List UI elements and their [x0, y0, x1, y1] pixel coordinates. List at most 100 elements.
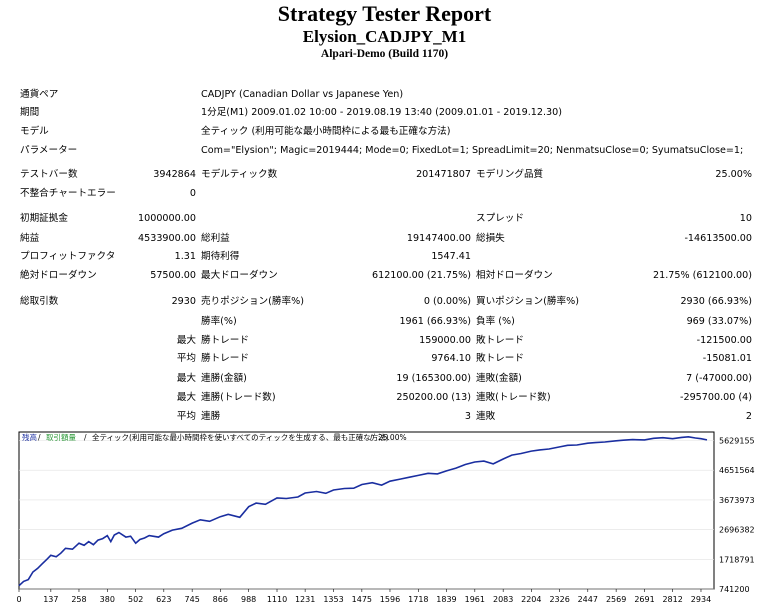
avg-consec-losses-label: 連敗: [476, 411, 496, 422]
symbol-value: CADJPY (Canadian Dollar vs Japanese Yen): [201, 89, 404, 100]
x-tick-label: 1110: [267, 595, 287, 604]
x-tick-label: 2691: [634, 595, 654, 604]
report-subtitle: Elysion_CADJPY_M1: [302, 27, 467, 46]
y-tick-label: 4651564: [719, 466, 755, 475]
largest-win-value: 159000.00: [419, 335, 471, 346]
pf-label: プロフィットファクタ: [20, 251, 116, 262]
legend-separator: /: [84, 433, 87, 442]
period-label: 期間: [20, 107, 40, 118]
legend-model: 全ティック(利用可能な最小時間枠を使いすべてのティックを生成する、最も正確な方法…: [92, 432, 389, 442]
params-label: パラメーター: [20, 145, 78, 156]
y-tick-label: 1718791: [719, 555, 755, 564]
long-label: 買いポジション(勝率%): [476, 296, 579, 307]
x-tick-label: 1596: [380, 595, 400, 604]
bars-label: テストバー数: [20, 169, 78, 180]
x-tick-label: 2083: [493, 595, 513, 604]
x-tick-label: 866: [213, 595, 228, 604]
net-value: 4533900.00: [138, 233, 196, 244]
y-tick-label: 2696382: [719, 526, 755, 535]
avg-consec-losses-value: 2: [745, 411, 752, 422]
deposit-value: 1000000.00: [138, 213, 196, 224]
x-tick-label: 0: [16, 595, 21, 604]
loss-value: 969 (33.07%): [686, 316, 752, 327]
x-tick-label: 1961: [465, 595, 485, 604]
balance-series-line: [18, 435, 708, 587]
max-consec-wins-label: 連勝(金額): [201, 373, 247, 384]
largest-loss-label: 敗トレード: [476, 335, 524, 346]
max-word: 最大: [176, 335, 196, 346]
rel-dd-label: 相対ドローダウン: [476, 270, 553, 281]
y-tick-label: 741200: [719, 585, 750, 594]
chart-frame: [18, 431, 715, 590]
avg-word: 平均: [176, 353, 196, 364]
legend-separator: /: [370, 433, 373, 442]
x-tick-label: 1839: [436, 595, 456, 604]
x-tick-label: 2812: [662, 595, 682, 604]
report-title: Strategy Tester Report: [277, 1, 492, 26]
short-label: 売りポジション(勝率%): [201, 296, 304, 307]
period-value: 1分足(M1) 2009.01.02 10:00 - 2019.08.19 13…: [201, 107, 562, 118]
x-tick-label: 745: [185, 595, 200, 604]
y-axis: 5629155 4651564 3673973 2696382 1718791 74120…: [719, 437, 755, 594]
max-consec-losses-value: 7 (-47000.00): [686, 373, 752, 384]
symbol-label: 通貨ペア: [20, 89, 59, 100]
y-tick-label: 5629155: [719, 437, 755, 446]
ticks-value: 201471807: [416, 169, 471, 180]
y-tick-label: 3673973: [719, 496, 755, 505]
win-value: 1961 (66.93%): [399, 316, 471, 327]
legend-lots: 取引額量: [46, 432, 76, 442]
avg-consec-wins-label: 連勝: [201, 411, 221, 422]
avg-word: 平均: [176, 411, 196, 422]
avg-consec-wins-value: 3: [464, 411, 471, 422]
x-tick-label: 2934: [691, 595, 711, 604]
avg-win-label: 勝トレード: [201, 353, 249, 364]
max-dd-label: 最大ドローダウン: [201, 270, 278, 281]
max-word: 最大: [176, 373, 196, 384]
abs-dd-label: 絶対ドローダウン: [20, 270, 97, 281]
short-value: 0 (0.00%): [423, 296, 471, 307]
params-value: Com="Elysion"; Magic=2019444; Mode=0; Fi…: [201, 145, 744, 156]
max-consec-loss-label: 連敗(トレード数): [476, 392, 551, 403]
expected-value: 1547.41: [431, 251, 471, 262]
avg-loss-label: 敗トレード: [476, 353, 524, 364]
model-label: モデル: [20, 126, 49, 137]
expected-label: 期待利得: [201, 251, 240, 262]
balance-chart: 残高 / 取引額量 / 全ティック(利用可能な最小時間枠を使いすべてのティックを…: [16, 431, 755, 604]
x-tick-label: 137: [43, 595, 58, 604]
gross-loss-value: -14613500.00: [684, 233, 752, 244]
win-label: 勝率(%): [201, 316, 237, 327]
deposit-label: 初期証拠金: [20, 213, 68, 224]
max-consec-profit-value: 250200.00 (13): [396, 392, 471, 403]
legend-quality: 25.00%: [378, 433, 407, 442]
abs-dd-value: 57500.00: [150, 270, 196, 281]
spread-label: スプレッド: [476, 213, 524, 224]
largest-loss-value: -121500.00: [696, 335, 752, 346]
x-tick-label: 1353: [323, 595, 343, 604]
total-label: 総取引数: [20, 296, 59, 307]
report-build: Alpari-Demo (Build 1170): [320, 48, 449, 60]
rel-dd-value: 21.75% (612100.00): [653, 270, 752, 281]
quality-value: 25.00%: [715, 169, 752, 180]
pf-value: 1.31: [174, 251, 196, 262]
errors-label: 不整合チャートエラー: [20, 188, 116, 199]
avg-loss-value: -15081.01: [702, 353, 752, 364]
x-tick-label: 1718: [408, 595, 428, 604]
model-value: 全ティック (利用可能な最小時間枠による最も正確な方法): [201, 126, 451, 137]
total-value: 2930: [171, 296, 196, 307]
x-tick-label: 502: [128, 595, 143, 604]
legend-balance: 残高: [22, 432, 37, 442]
x-tick-label: 623: [156, 595, 171, 604]
x-tick-label: 258: [71, 595, 86, 604]
x-axis: 0 137 258 380 502 623 745 866 988 1110 1231 1353 147…: [16, 589, 711, 604]
max-consec-losses-label: 連敗(金額): [476, 373, 522, 384]
avg-win-value: 9764.10: [431, 353, 471, 364]
gross-profit-value: 19147400.00: [406, 233, 471, 244]
x-tick-label: 988: [241, 595, 256, 604]
ticks-label: モデルティック数: [201, 169, 278, 180]
max-word: 最大: [176, 392, 196, 403]
loss-label: 負率 (%): [476, 316, 515, 327]
x-tick-label: 1231: [295, 595, 315, 604]
net-label: 純益: [20, 233, 40, 244]
bars-value: 3942864: [153, 169, 196, 180]
x-tick-label: 2326: [549, 595, 569, 604]
